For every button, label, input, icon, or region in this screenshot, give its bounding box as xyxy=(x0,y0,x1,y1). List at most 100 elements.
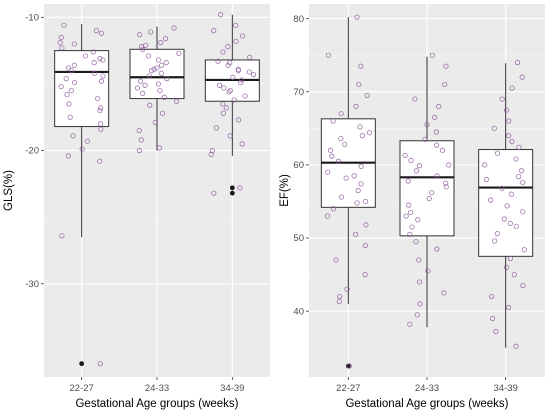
data-point xyxy=(230,74,236,80)
data-point xyxy=(98,78,105,84)
data-point xyxy=(98,126,104,132)
data-point xyxy=(58,83,64,90)
data-point xyxy=(151,66,157,72)
data-point xyxy=(233,22,239,28)
data-point xyxy=(359,133,365,139)
data-point xyxy=(516,174,522,180)
data-point xyxy=(494,150,501,156)
data-point xyxy=(441,290,447,296)
data-point xyxy=(439,147,446,153)
data-point xyxy=(66,101,72,107)
data-point xyxy=(511,272,517,278)
data-point xyxy=(145,53,152,59)
data-point xyxy=(71,79,78,86)
data-point xyxy=(134,85,141,91)
data-point xyxy=(336,299,342,305)
data-point xyxy=(329,153,335,159)
data-point xyxy=(157,87,163,94)
data-point xyxy=(509,138,515,145)
data-point xyxy=(246,69,252,75)
data-point xyxy=(163,60,169,66)
data-point xyxy=(59,233,65,239)
data-point xyxy=(516,144,522,150)
data-point xyxy=(91,60,97,66)
data-point xyxy=(506,304,512,311)
data-point xyxy=(158,62,165,68)
data-point xyxy=(503,107,510,113)
data-point xyxy=(239,141,245,147)
data-point xyxy=(425,268,431,274)
data-point xyxy=(84,138,90,144)
data-point xyxy=(220,101,226,107)
y-tick-label: -10 xyxy=(25,13,39,24)
data-point xyxy=(507,220,513,227)
y-axis-title: EF(%) xyxy=(279,174,291,207)
data-point xyxy=(58,34,64,40)
data-point xyxy=(513,156,519,162)
data-point xyxy=(65,65,71,71)
data-point xyxy=(521,247,527,253)
data-point xyxy=(412,96,418,102)
data-point xyxy=(415,217,421,223)
data-point xyxy=(346,363,352,369)
data-point xyxy=(338,135,344,142)
data-point xyxy=(354,200,360,206)
data-point xyxy=(351,173,357,179)
data-point xyxy=(501,216,507,222)
data-point xyxy=(520,282,526,289)
data-point xyxy=(330,206,336,212)
data-point xyxy=(158,70,164,76)
y-tick-label: 70 xyxy=(293,87,304,98)
data-point xyxy=(446,162,452,168)
data-point xyxy=(97,121,104,127)
data-point xyxy=(407,209,414,216)
x-tick-label: 34-39 xyxy=(494,383,518,394)
data-point xyxy=(154,65,160,71)
data-point xyxy=(93,28,99,34)
data-point xyxy=(330,118,336,124)
data-point xyxy=(225,44,231,50)
data-point xyxy=(504,203,510,209)
data-point xyxy=(325,52,332,58)
data-point xyxy=(217,82,223,88)
data-point xyxy=(238,79,244,86)
data-point xyxy=(90,49,96,55)
data-point xyxy=(432,114,438,120)
data-point xyxy=(215,58,221,64)
data-point xyxy=(355,187,361,194)
data-point xyxy=(354,14,360,20)
data-point xyxy=(482,162,488,168)
data-point xyxy=(343,175,349,181)
data-point xyxy=(227,87,233,94)
y-tick-label: -20 xyxy=(25,146,39,157)
data-point xyxy=(324,213,331,219)
data-point xyxy=(237,185,243,191)
data-point xyxy=(79,146,85,152)
data-point xyxy=(211,28,217,34)
data-point xyxy=(235,117,242,123)
box-iqr xyxy=(478,149,534,257)
data-point xyxy=(489,293,495,300)
data-point xyxy=(82,53,89,59)
data-point xyxy=(208,151,214,158)
data-point xyxy=(417,301,423,307)
x-tick-label: 34-39 xyxy=(220,383,244,394)
data-point xyxy=(239,33,246,39)
data-point xyxy=(250,72,257,78)
data-point xyxy=(443,63,449,69)
data-point xyxy=(95,95,101,102)
data-point xyxy=(162,36,169,42)
outlier-point xyxy=(79,361,85,367)
y-tick-label: -30 xyxy=(25,279,39,290)
data-point xyxy=(220,49,226,55)
data-point xyxy=(483,176,489,183)
data-point xyxy=(64,91,70,98)
data-point xyxy=(155,81,161,87)
data-point xyxy=(71,41,77,47)
data-point xyxy=(416,163,423,169)
data-point xyxy=(434,246,440,252)
data-point xyxy=(225,62,231,68)
data-point xyxy=(227,60,233,66)
